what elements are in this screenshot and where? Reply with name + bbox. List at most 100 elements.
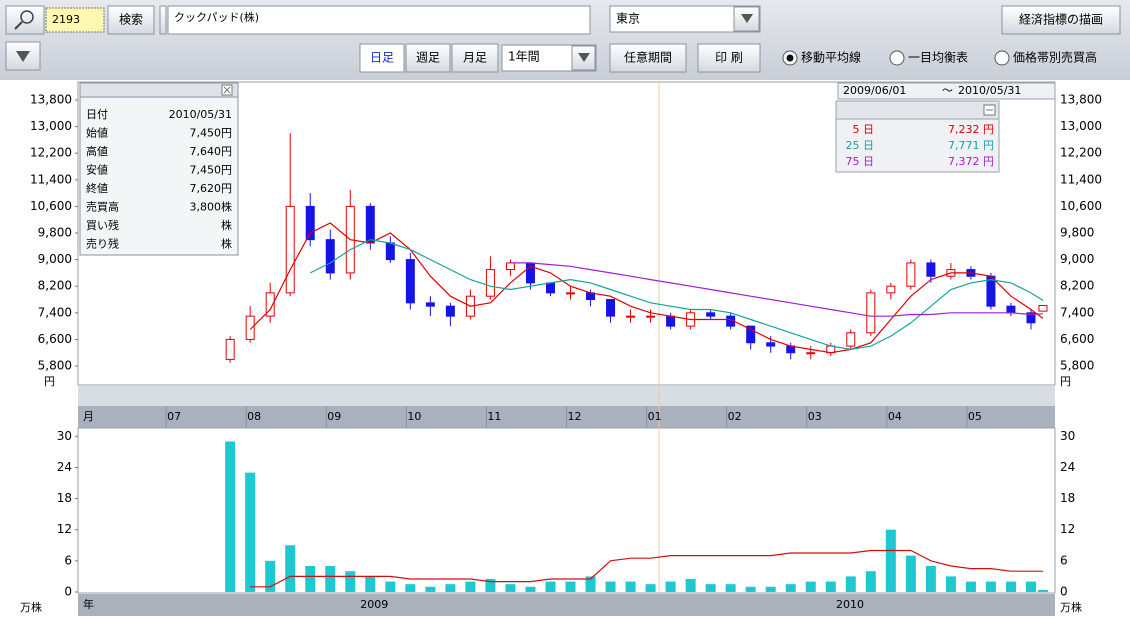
y-tick-label: 7,400 — [38, 305, 72, 319]
candle-body — [666, 315, 676, 327]
candle-body — [1006, 305, 1016, 314]
volume-bar — [545, 581, 556, 592]
info-value: 株 — [221, 218, 232, 232]
custom-period-button[interactable] — [609, 43, 687, 73]
volume-bar — [985, 581, 996, 592]
search-label: 検索 — [119, 13, 143, 27]
econ-label: 経済指標の描画 — [1019, 12, 1103, 27]
candle-body — [325, 239, 335, 274]
volume-bar — [345, 571, 356, 592]
y-tick-label: 8,200 — [38, 279, 72, 293]
volume-bar — [405, 584, 416, 592]
radio-label: 移動平均線 — [801, 50, 861, 65]
y-tick-label: 30 — [1060, 429, 1075, 443]
y-tick-label: 0 — [1060, 584, 1068, 598]
volume-bar — [465, 581, 476, 592]
y-tick-label: 13,800 — [30, 92, 72, 106]
econ-button[interactable] — [1001, 5, 1121, 35]
x-tick-label: 02 — [728, 410, 742, 423]
arrow-icon — [16, 51, 30, 62]
y-tick-label: 13,000 — [30, 119, 72, 133]
radio-dot — [786, 54, 794, 62]
y-axis-unit: 円 — [44, 375, 55, 388]
y-tick-label: 6 — [1060, 553, 1068, 567]
legend-name: 25 日 — [846, 139, 875, 152]
market-text: 東京 — [616, 12, 640, 26]
info-value: 7,450円 — [190, 164, 233, 177]
y-axis-unit: 万株 — [1060, 600, 1082, 614]
info-key: 売買高 — [86, 200, 119, 214]
volume-bar — [625, 581, 636, 592]
range-box — [837, 82, 1056, 100]
volume-bar — [565, 581, 576, 592]
x-tick-label: 2010 — [836, 598, 864, 611]
candle-body — [365, 205, 375, 244]
candle-body — [305, 205, 315, 241]
search-icon-button[interactable] — [5, 5, 45, 35]
y-tick-label: 6 — [64, 553, 72, 567]
line — [309, 239, 1044, 351]
candle-body — [986, 275, 996, 307]
y-tick-label: 12 — [1060, 522, 1075, 536]
info-value: 7,640円 — [190, 145, 233, 158]
candle-body — [846, 332, 856, 347]
weekly-label: 週足 — [416, 51, 440, 65]
separator — [78, 386, 1055, 406]
x-axis-label: 年 — [83, 597, 94, 611]
info-key: 終値 — [86, 181, 108, 195]
info-key: 買い残 — [86, 218, 119, 232]
x-tick-label: 04 — [888, 410, 902, 423]
volume-bar — [925, 566, 936, 592]
search-button[interactable] — [107, 5, 155, 35]
x-tick-label: 08 — [247, 410, 261, 423]
radio-label: 価格帯別売買高 — [1013, 50, 1097, 65]
volume-bar — [605, 581, 616, 592]
y-axis-unit: 円 — [1060, 375, 1071, 388]
candle-body — [285, 205, 295, 294]
daily-button[interactable] — [359, 43, 405, 73]
volume-bar — [525, 586, 536, 592]
y-tick-label: 9,000 — [38, 252, 72, 266]
legend-name: 75 日 — [846, 155, 875, 168]
volume-bar — [805, 581, 816, 592]
candle-body — [766, 342, 776, 347]
weekly-button[interactable] — [405, 43, 451, 73]
volume-bar — [825, 581, 836, 592]
volume-bar — [425, 586, 436, 592]
name-field[interactable] — [167, 5, 591, 35]
candle-body — [505, 262, 515, 271]
candle-body — [746, 325, 756, 344]
legend-rows: 5 日 7,232 円 25 日 7,771 円 75 日 7,372 円 — [846, 123, 995, 168]
volume-bar — [665, 581, 676, 592]
volume-bar — [885, 529, 896, 592]
candle-body — [425, 302, 435, 307]
candle-body — [606, 299, 616, 317]
code-input[interactable] — [45, 7, 105, 33]
volume-bar — [725, 584, 736, 592]
arrow-icon — [578, 53, 590, 62]
y-tick-label: 12,200 — [30, 146, 72, 160]
x-tick-label: 07 — [167, 410, 181, 423]
x-axis-label: 月 — [83, 410, 94, 423]
line — [250, 549, 1043, 588]
y-tick-label: 13,000 — [1060, 119, 1102, 133]
print-button[interactable] — [697, 43, 761, 73]
radio[interactable] — [994, 50, 1010, 66]
candle-body — [926, 262, 936, 277]
candle-body — [626, 315, 636, 318]
y-tick-label: 30 — [57, 429, 72, 443]
info-box — [79, 82, 239, 256]
info-header — [79, 82, 239, 98]
code-text: 2193 — [52, 13, 80, 26]
x-tick-label: 09 — [327, 410, 341, 423]
x-tick-label: 05 — [968, 410, 982, 423]
candle-body — [405, 259, 415, 304]
radio-label: 一目均衡表 — [908, 51, 968, 65]
y-tick-label: 24 — [1060, 460, 1075, 474]
period-text: 1年間 — [508, 50, 540, 64]
radio[interactable] — [889, 50, 905, 66]
legend-value: 7,771 円 — [948, 139, 994, 152]
volume-bar — [645, 584, 656, 592]
monthly-button[interactable] — [451, 43, 499, 73]
